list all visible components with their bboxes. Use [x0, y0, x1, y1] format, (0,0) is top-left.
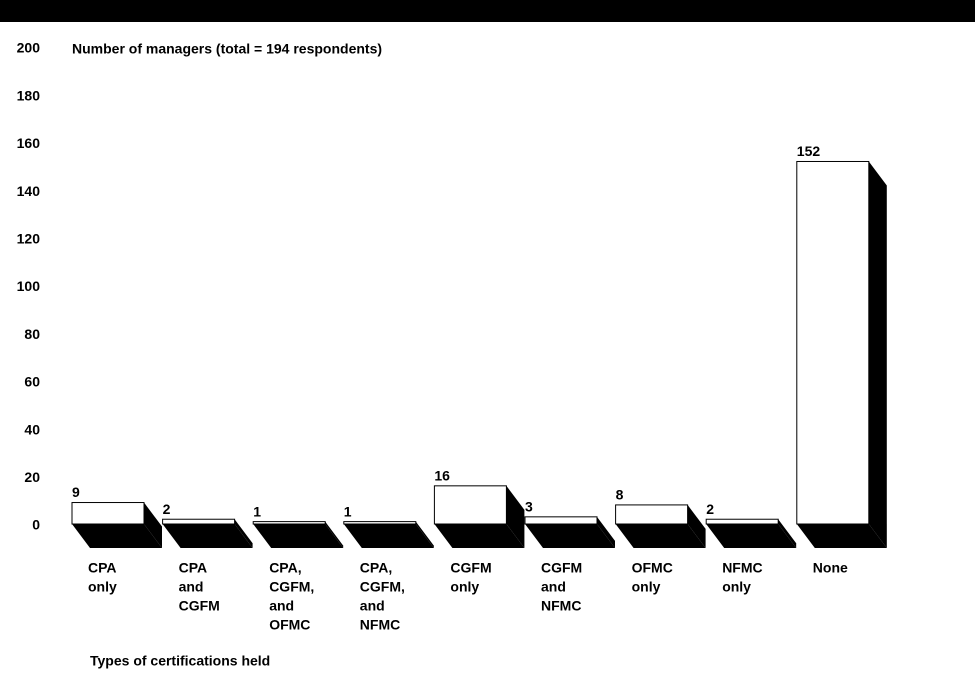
x-tick-label: and [541, 579, 566, 595]
bar-side [415, 521, 434, 548]
bar [433, 485, 507, 525]
bar-floor [525, 524, 615, 548]
x-tick-label: only [88, 579, 117, 595]
bar [524, 516, 598, 525]
bar-floor [162, 524, 253, 548]
bar [796, 160, 870, 525]
bar-side [778, 519, 797, 548]
x-tick-label: NFMC [360, 617, 400, 633]
y-tick-label: 140 [17, 183, 41, 199]
bar [705, 518, 779, 525]
y-tick-label: 60 [24, 374, 40, 390]
x-tick-label: CPA, [360, 560, 392, 576]
x-tick-label: OFMC [632, 560, 673, 576]
x-tick-label: and [269, 598, 294, 614]
y-tick-label: 100 [17, 278, 41, 294]
x-tick-label: only [722, 579, 751, 595]
bar-floor [615, 524, 706, 548]
x-tick-label: None [813, 560, 848, 576]
x-tick-label: NFMC [722, 560, 762, 576]
x-tick-label: CGFM, [360, 579, 405, 595]
y-tick-label: 120 [17, 231, 41, 247]
x-tick-label: only [632, 579, 661, 595]
bar-floor [434, 524, 525, 548]
y-tick-label: 80 [24, 326, 40, 342]
bar [252, 521, 326, 525]
x-tick-label: and [179, 579, 204, 595]
bar [343, 521, 417, 525]
bar [615, 504, 689, 525]
x-tick-label: CGFM, [269, 579, 314, 595]
x-tick-label: only [450, 579, 479, 595]
x-tick-label: CGFM [541, 560, 582, 576]
x-tick-label: CPA [179, 560, 208, 576]
x-tick-label: CPA, [269, 560, 301, 576]
bar-side [144, 502, 162, 548]
value-label: 152 [797, 143, 821, 159]
y-tick-label: 160 [17, 135, 41, 151]
bar-floor [253, 524, 344, 548]
bar-side [687, 504, 706, 548]
bar-floor [343, 524, 434, 548]
x-tick-label: NFMC [541, 598, 581, 614]
value-label: 2 [163, 501, 171, 517]
top-band [0, 0, 975, 22]
value-label: 2 [706, 501, 714, 517]
bar-side [325, 521, 344, 548]
y-tick-label: 200 [17, 40, 41, 56]
x-tick-label: OFMC [269, 617, 310, 633]
bar-floor [72, 524, 162, 548]
x-tick-label: CPA [88, 560, 117, 576]
y-tick-label: 40 [24, 421, 40, 437]
value-label: 1 [344, 503, 352, 519]
x-tick-label: and [360, 598, 385, 614]
x-tick-label: CGFM [179, 598, 220, 614]
bar [162, 518, 236, 525]
value-label: 9 [72, 484, 80, 500]
chart-title: Number of managers (total = 194 responde… [72, 41, 382, 57]
bar [71, 502, 145, 525]
value-label: 3 [525, 499, 533, 515]
bar-floor [796, 524, 887, 548]
bar-side [234, 519, 253, 548]
value-label: 16 [434, 468, 450, 484]
y-tick-label: 180 [17, 87, 41, 103]
bar-side [597, 516, 615, 548]
y-tick-label: 20 [24, 469, 40, 485]
bar-side [868, 161, 887, 549]
value-label: 8 [616, 487, 624, 503]
bar-floor [706, 524, 797, 548]
value-label: 1 [253, 503, 261, 519]
x-axis-label: Types of certifications held [90, 653, 270, 669]
y-tick-label: 0 [32, 517, 40, 533]
x-tick-label: CGFM [450, 560, 491, 576]
bar-side [506, 485, 525, 548]
